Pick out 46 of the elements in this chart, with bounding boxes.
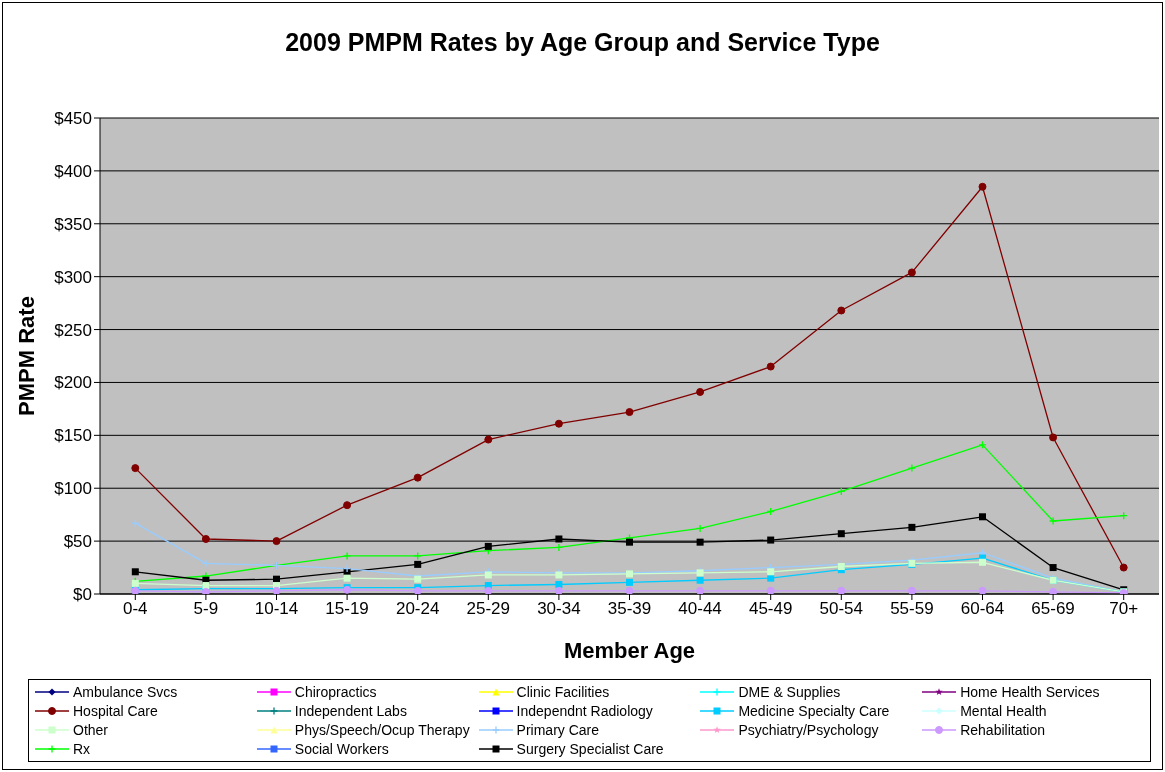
legend-label: Social Workers — [294, 741, 389, 757]
legend-label: Chiropractics — [294, 684, 377, 700]
x-tick-label: 35-39 — [607, 599, 652, 619]
legend-label: Medicine Specialty Care — [738, 703, 890, 719]
y-tick-label: $450 — [54, 109, 92, 129]
x-tick-label: 60-64 — [960, 599, 1005, 619]
legend-label: Home Health Services — [960, 684, 1100, 700]
legend-label: DME & Supplies — [738, 684, 841, 700]
legend-label: Clinic Facilities — [516, 684, 610, 700]
x-tick-label: 0-4 — [123, 599, 148, 619]
chart-title: 2009 PMPM Rates by Age Group and Service Type — [284, 28, 881, 57]
y-tick-label: $0 — [73, 585, 92, 605]
y-tick-label: $400 — [54, 161, 92, 181]
x-tick-label: 65-69 — [1031, 599, 1075, 619]
legend-label: Ambulance Svcs — [73, 684, 178, 700]
x-tick-label: 5-9 — [193, 599, 219, 619]
y-tick-label: $200 — [54, 373, 92, 393]
legend-label: Mental Health — [960, 703, 1047, 719]
y-tick-label: $150 — [54, 426, 92, 446]
x-tick-label: 10-14 — [254, 599, 299, 619]
legend-label: Rehabilitation — [960, 722, 1046, 738]
legend-label: Independent Labs — [294, 703, 407, 719]
legend-label: Independnt Radiology — [516, 703, 653, 719]
x-tick-label: 15-19 — [325, 599, 369, 619]
y-tick-label: $250 — [54, 320, 92, 340]
legend-label: Psychiatry/Psychology — [738, 722, 879, 738]
x-tick-label: 20-24 — [395, 599, 440, 619]
x-tick-label: 45-49 — [748, 599, 793, 619]
x-tick-label: 30-34 — [537, 599, 581, 619]
x-tick-label: 70+ — [1109, 599, 1139, 619]
x-tick-label: 25-29 — [466, 599, 511, 619]
legend-label: Other — [73, 722, 109, 738]
x-tick-label: 50-54 — [819, 599, 864, 619]
x-tick-label: 55-59 — [890, 599, 934, 619]
y-axis-title: PMPM Rate — [13, 296, 39, 416]
x-tick-label: 40-44 — [678, 599, 722, 619]
legend-label: Phys/Speech/Ocup Therapy — [294, 722, 470, 738]
y-tick-label: $350 — [54, 214, 92, 234]
y-tick-label: $300 — [54, 267, 92, 287]
legend-label: Primary Care — [516, 722, 600, 738]
y-tick-label: $50 — [63, 532, 92, 552]
legend-label: Rx — [73, 741, 91, 757]
legend-label: Hospital Care — [73, 703, 158, 719]
legend-label: Surgery Specialist Care — [516, 741, 664, 757]
y-tick-label: $100 — [54, 479, 92, 499]
x-axis-title: Member Age — [563, 637, 696, 663]
